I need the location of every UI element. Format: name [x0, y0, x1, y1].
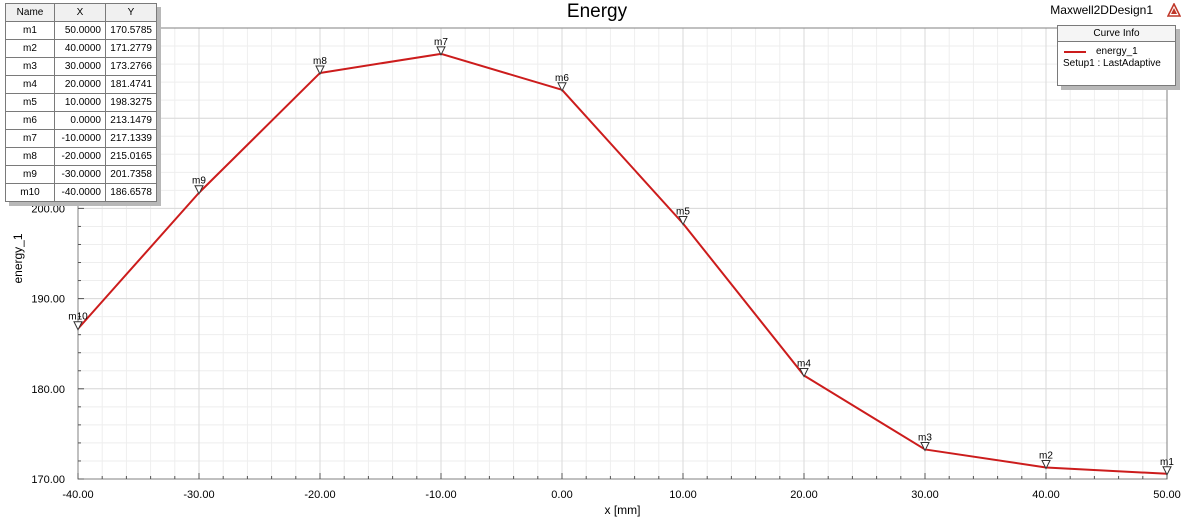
cell-name: m7 — [5, 129, 55, 148]
marker-label-m10: m10 — [68, 312, 88, 323]
cell-x: -20.0000 — [54, 147, 106, 166]
marker-table[interactable]: Name X Y m1 50.0000 170.5785 m2 40.0000 171.… — [5, 3, 157, 202]
cell-x: 50.0000 — [54, 21, 106, 40]
table-row: m2 40.0000 171.2779 — [5, 39, 157, 58]
marker-label-m5: m5 — [676, 206, 690, 217]
header-name: Name — [5, 3, 55, 22]
cell-name: m10 — [5, 183, 55, 202]
cell-name: m9 — [5, 165, 55, 184]
marker-label-m1: m1 — [1160, 457, 1174, 468]
grid — [77, 27, 1168, 480]
table-row: m9 -30.0000 201.7358 — [5, 165, 157, 184]
cell-x: 10.0000 — [54, 93, 106, 112]
cell-x: 0.0000 — [54, 111, 106, 130]
legend-entry[interactable]: energy_1 — [1064, 46, 1138, 57]
marker-point-m5 — [678, 215, 688, 226]
legend-line-swatch — [1064, 50, 1086, 53]
cell-x: -30.0000 — [54, 165, 106, 184]
marker-point-m2 — [1041, 459, 1051, 470]
table-row: m4 20.0000 181.4741 — [5, 75, 157, 94]
design-name: Maxwell2DDesign1 — [1050, 3, 1153, 17]
ansys-logo-icon — [1167, 3, 1181, 17]
marker-label-m7: m7 — [434, 37, 448, 48]
cell-y: 186.6578 — [105, 183, 157, 202]
marker-label-m4: m4 — [797, 359, 811, 370]
cell-name: m6 — [5, 111, 55, 130]
x-tick-label: 20.00 — [790, 489, 818, 501]
series-layer — [77, 52, 1168, 475]
marker-point-m3 — [920, 441, 930, 452]
marker-label-m3: m3 — [918, 432, 932, 443]
cell-y: 173.2766 — [105, 57, 157, 76]
marker-label-m2: m2 — [1039, 450, 1053, 461]
cell-name: m8 — [5, 147, 55, 166]
cell-y: 171.2779 — [105, 39, 157, 58]
y-tick-label: 170.00 — [31, 474, 65, 486]
table-row: m1 50.0000 170.5785 — [5, 21, 157, 40]
plot-frame — [77, 27, 1168, 480]
curve-info-legend[interactable]: Curve Info energy_1 Setup1 : LastAdaptiv… — [1057, 25, 1176, 86]
table-row: m3 30.0000 173.2766 — [5, 57, 157, 76]
marker-point-m1 — [1162, 466, 1172, 476]
marker-point-m8 — [315, 65, 325, 76]
marker-layer: m10 m9 m8 m7 m6 m5 m4 m3 m2 m1 — [68, 37, 1174, 476]
header-x: X — [54, 3, 106, 22]
marker-label-m9: m9 — [192, 176, 206, 187]
marker-point-m6 — [557, 82, 567, 92]
marker-label-m6: m6 — [555, 73, 569, 84]
cell-y: 170.5785 — [105, 21, 157, 40]
legend-series-name: energy_1 — [1096, 46, 1138, 57]
legend-setup: Setup1 : LastAdaptive — [1063, 58, 1161, 69]
y-tick-label: 180.00 — [31, 384, 65, 396]
cell-y: 213.1479 — [105, 111, 157, 130]
cell-name: m3 — [5, 57, 55, 76]
x-tick-label: 40.00 — [1032, 489, 1060, 501]
table-row: m6 0.0000 213.1479 — [5, 111, 157, 130]
cell-x: -10.0000 — [54, 129, 106, 148]
table-row: m5 10.0000 198.3275 — [5, 93, 157, 112]
cell-y: 198.3275 — [105, 93, 157, 112]
x-tick-label: 10.00 — [669, 489, 697, 501]
x-tick-label: 0.00 — [551, 489, 572, 501]
cell-name: m4 — [5, 75, 55, 94]
cell-y: 215.0165 — [105, 147, 157, 166]
x-tick-label: -20.00 — [304, 489, 335, 501]
cell-y: 181.4741 — [105, 75, 157, 94]
table-row: m7 -10.0000 217.1339 — [5, 129, 157, 148]
header-y: Y — [105, 3, 157, 22]
marker-point-m10 — [73, 321, 83, 331]
x-axis-label: x [mm] — [605, 503, 641, 517]
series-line-energy_1 — [77, 52, 1168, 475]
marker-table-header: Name X Y — [5, 3, 157, 22]
x-tick-label: -40.00 — [62, 489, 93, 501]
y-tick-label: 190.00 — [31, 294, 65, 306]
cell-x: 20.0000 — [54, 75, 106, 94]
curve-info-title: Curve Info — [1058, 26, 1175, 42]
y-axis-label: energy_1 — [11, 233, 25, 283]
chart-title: Energy — [566, 1, 628, 22]
y-tick-label: 200.00 — [31, 203, 65, 215]
x-tick-label: 30.00 — [911, 489, 939, 501]
cell-x: 30.0000 — [54, 57, 106, 76]
cell-name: m1 — [5, 21, 55, 40]
cell-name: m2 — [5, 39, 55, 58]
x-tick-label: -30.00 — [183, 489, 214, 501]
marker-point-m9 — [194, 185, 204, 195]
x-tick-label: 50.00 — [1153, 489, 1181, 501]
cell-x: 40.0000 — [54, 39, 106, 58]
cell-x: -40.0000 — [54, 183, 106, 202]
x-tick-label: -10.00 — [425, 489, 456, 501]
axis-ticks: -40.00 -30.00 -20.00 -10.00 0.00 10.00 20.00 30… — [31, 27, 1181, 501]
marker-point-m4 — [799, 368, 809, 378]
marker-label-m8: m8 — [313, 56, 327, 67]
cell-y: 201.7358 — [105, 165, 157, 184]
table-row: m8 -20.0000 215.0165 — [5, 147, 157, 166]
cell-name: m5 — [5, 93, 55, 112]
cell-y: 217.1339 — [105, 129, 157, 148]
marker-point-m7 — [436, 46, 446, 56]
table-row: m10 -40.0000 186.6578 — [5, 183, 157, 202]
